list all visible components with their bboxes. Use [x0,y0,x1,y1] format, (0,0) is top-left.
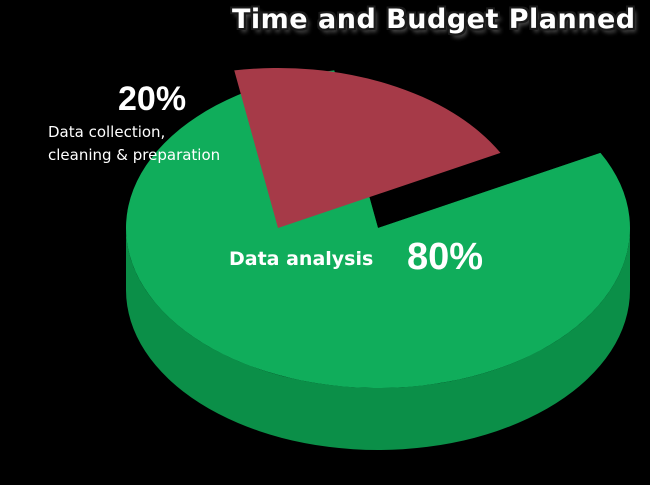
slice-label-collection: Data collection, cleaning & preparation [48,121,220,167]
slice-label-collection-line-2: cleaning & preparation [48,146,221,164]
slice-label-analysis: Data analysis [229,248,374,270]
pie-slice-collection [234,68,501,228]
pie-slice-group-collection [234,68,501,228]
chart-title: Time and Budget Planned [232,4,636,35]
slice-label-collection-line-1: Data collection, [48,123,166,141]
pie-slice-analysis [126,70,631,389]
pie-slice-group-analysis [126,70,631,450]
slice-value-label-analysis: 80% [407,236,484,278]
pie-slice-side-analysis-1 [126,228,630,450]
slice-value-label-collection: 20% [118,80,187,118]
